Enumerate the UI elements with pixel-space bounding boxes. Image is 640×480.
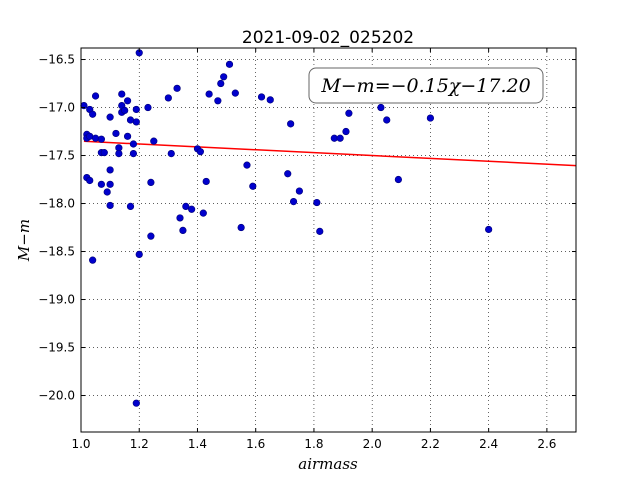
data-point (115, 150, 123, 158)
data-point (188, 205, 196, 213)
data-point (225, 60, 234, 68)
y-tick-labels: −16.5 −17.0 −17.5 −18.0 −18.5 −19.0 −19.5 −20.0 (38, 53, 75, 403)
data-point (150, 137, 158, 145)
data-point (176, 214, 184, 222)
data-point (132, 118, 140, 126)
data-point (342, 127, 350, 136)
data-point (121, 106, 129, 114)
data-point (217, 79, 225, 88)
data-point (100, 149, 108, 157)
x-tick-label: 2.0 (363, 437, 382, 451)
data-point (135, 250, 143, 258)
data-point (112, 129, 120, 138)
x-tick-label: 2.2 (421, 437, 440, 451)
data-point (345, 109, 353, 117)
plot-frame (80, 47, 577, 433)
data-point (86, 176, 94, 185)
data-point (243, 161, 251, 169)
data-point (147, 232, 155, 240)
data-point (106, 166, 114, 174)
data-point (173, 84, 181, 92)
y-tick-label: −17.5 (38, 149, 75, 163)
data-points (80, 49, 493, 407)
data-point (97, 180, 105, 188)
data-point (106, 180, 114, 188)
data-point (237, 223, 245, 232)
equation-text: M−m=−0.15χ−17.20 (320, 75, 530, 97)
data-point (377, 103, 385, 112)
data-point (144, 103, 152, 112)
data-point (394, 175, 402, 184)
data-point (97, 135, 105, 143)
data-point (284, 170, 292, 178)
data-point (295, 187, 303, 195)
equation-annotation: M−m=−0.15χ−17.20 (308, 67, 544, 104)
data-point (287, 120, 295, 128)
data-point (485, 225, 493, 234)
chart-title: 2021-09-02_025202 (242, 28, 414, 48)
data-point (231, 89, 239, 97)
data-point (123, 132, 132, 140)
data-point (123, 97, 132, 105)
data-point (147, 178, 155, 186)
data-point (257, 93, 266, 101)
data-point (103, 188, 111, 196)
x-tick-label: 1.0 (71, 437, 90, 451)
data-point (89, 256, 97, 264)
grid-lines (80, 48, 576, 432)
y-tick-label: −20.0 (38, 389, 75, 403)
data-point (129, 140, 138, 148)
x-tick-label: 1.4 (188, 437, 207, 451)
data-point (106, 113, 114, 121)
data-point (383, 116, 391, 124)
data-point (426, 114, 435, 122)
x-tick-label: 1.2 (130, 437, 149, 451)
data-point (199, 209, 207, 217)
data-point (182, 202, 190, 210)
data-point (91, 92, 100, 100)
data-point (167, 150, 175, 158)
data-point (118, 90, 126, 98)
y-tick-label: −18.5 (38, 245, 75, 259)
data-point (202, 177, 210, 186)
y-tick-label: −17.0 (38, 101, 75, 115)
equation-box (308, 67, 544, 104)
x-axis-label: airmass (298, 455, 358, 473)
y-tick-label: −16.5 (38, 53, 75, 67)
x-tick-label: 1.8 (304, 437, 323, 451)
x-tick-label: 2.6 (537, 437, 556, 451)
axis-ticks (80, 48, 576, 432)
x-tick-label: 2.4 (479, 437, 498, 451)
data-point (106, 201, 114, 210)
data-point (179, 226, 187, 234)
data-point (316, 227, 324, 235)
data-point (89, 110, 97, 118)
data-point (313, 198, 321, 207)
data-point (249, 182, 257, 190)
y-tick-label: −19.0 (38, 293, 75, 307)
data-point (336, 134, 344, 142)
fit-line-group (83, 140, 577, 167)
data-point (129, 150, 138, 158)
data-point (214, 97, 222, 105)
data-point (132, 105, 140, 114)
y-axis-label: M−m (15, 219, 33, 262)
x-tick-labels: 1.0 1.2 1.4 1.6 1.8 2.0 2.2 2.4 2.6 (71, 437, 556, 451)
data-point (205, 90, 213, 98)
fit-line (83, 140, 577, 167)
data-point (220, 73, 228, 81)
data-point (266, 96, 274, 104)
data-point (132, 399, 140, 407)
y-tick-label: −18.0 (38, 197, 75, 211)
data-point (164, 94, 172, 102)
data-point (126, 202, 135, 210)
data-point (196, 148, 204, 156)
x-tick-label: 1.6 (246, 437, 265, 451)
data-point (289, 198, 298, 206)
y-tick-label: −19.5 (38, 341, 75, 355)
data-point (91, 134, 100, 142)
